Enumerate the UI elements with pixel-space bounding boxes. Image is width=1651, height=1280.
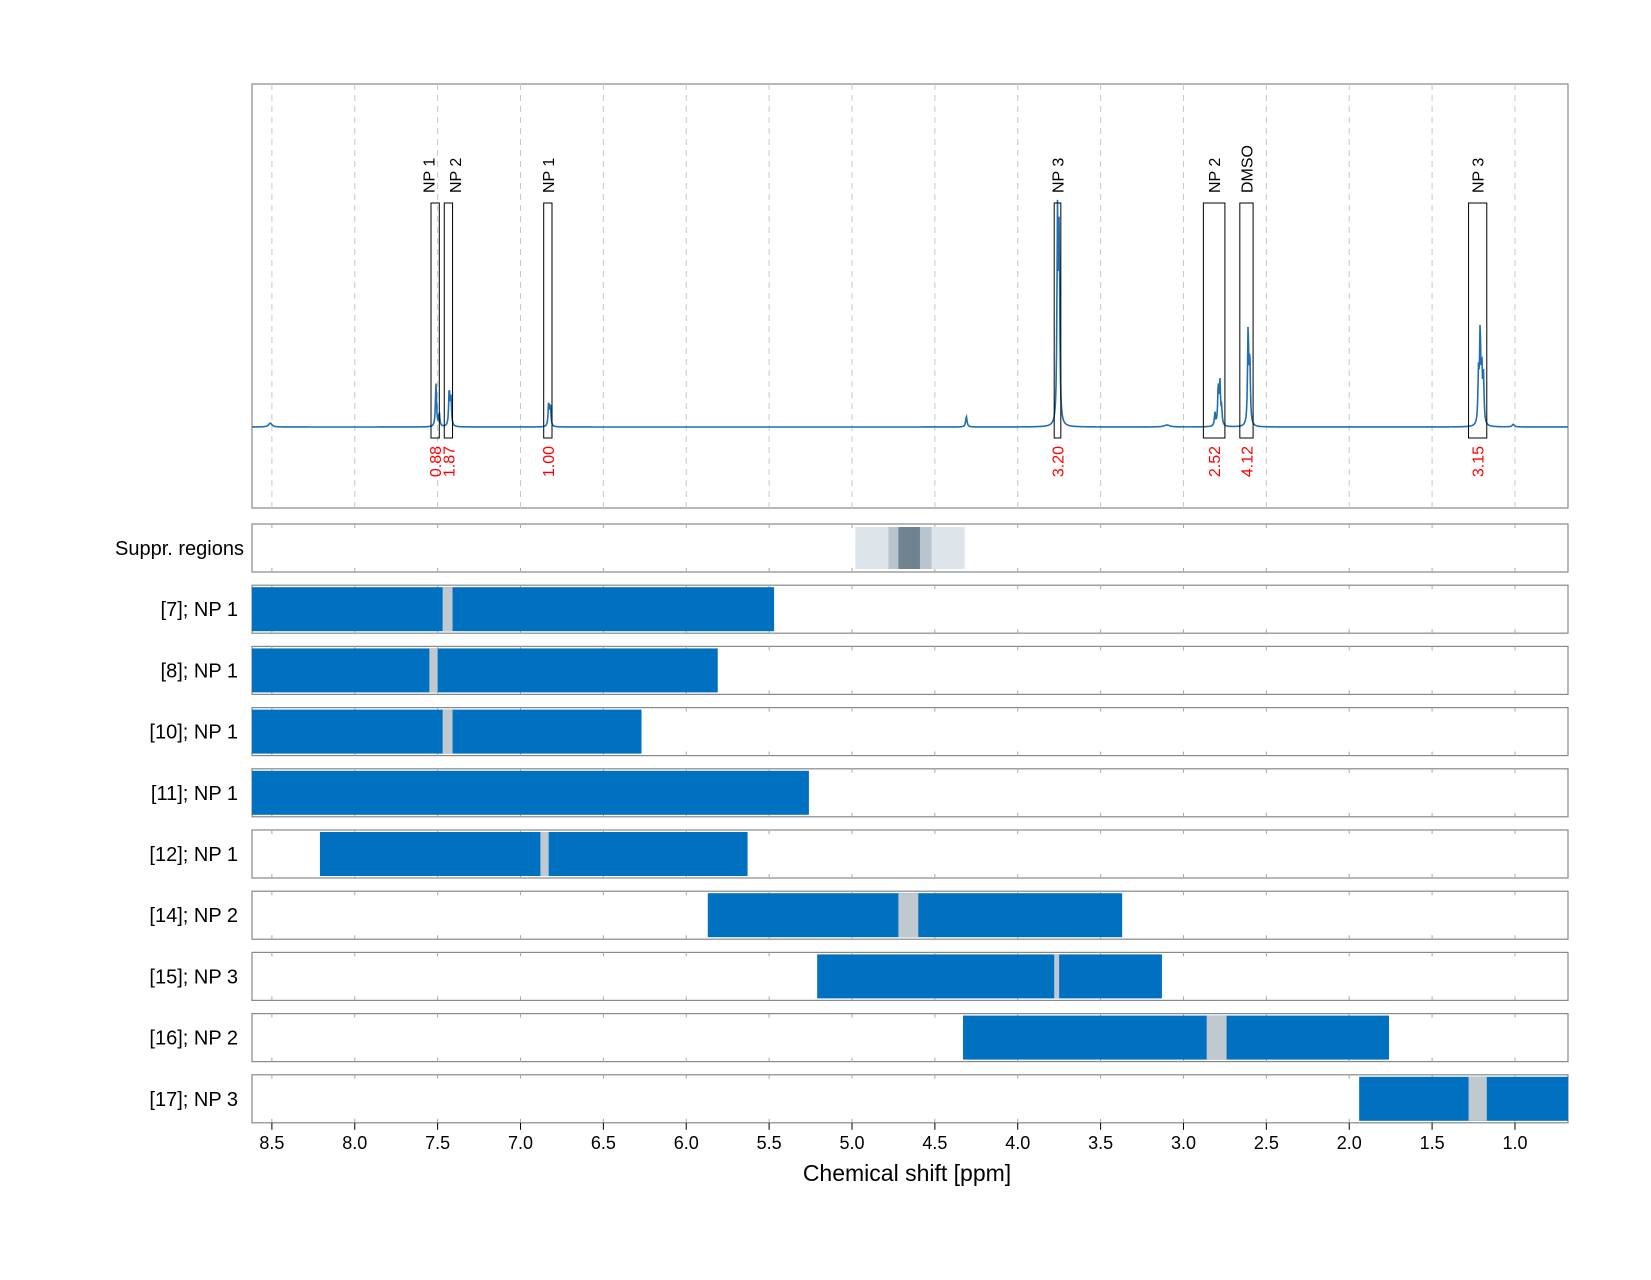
range-bar [252, 770, 809, 815]
peak-label-dmso: DMSO [1240, 145, 1257, 193]
range-gap [1054, 954, 1060, 999]
peak-label-np-3: NP 3 [1471, 158, 1488, 193]
range-row-label: [12]; NP 1 [149, 844, 238, 866]
x-tick-label: 5.0 [839, 1133, 864, 1153]
spectrum-panel: NP 1 0.88 NP 2 1.87 NP 1 1.00 NP 3 3.20 NP 2 2.52… [251, 83, 1569, 509]
x-tick-label: 2.0 [1337, 1133, 1362, 1153]
x-tick-label: 6.0 [674, 1133, 699, 1153]
range-row-label: [15]; NP 3 [149, 966, 238, 988]
range-bar [963, 1015, 1389, 1060]
x-tick-label: 2.5 [1254, 1133, 1279, 1153]
peak-label-np-2: NP 2 [448, 158, 465, 193]
x-tick-label: 5.5 [757, 1133, 782, 1153]
x-tick-label: 3.5 [1088, 1133, 1113, 1153]
peak-label-np-1: NP 1 [541, 158, 558, 193]
peak-integral: 3.20 [1051, 446, 1068, 477]
x-tick-label: 1.0 [1502, 1133, 1527, 1153]
range-panels: Suppr. regions [7]; NP 1 [8]; NP 1 [10]; NP… [115, 523, 1569, 1124]
peak-box-np-3 [1053, 202, 1062, 439]
peak-integral: 1.87 [441, 446, 458, 477]
range-gap [898, 893, 919, 938]
suppression-region [898, 527, 920, 569]
x-tick-label: 8.0 [342, 1133, 367, 1153]
peak-label-np-1: NP 1 [422, 158, 439, 193]
range-gap [1206, 1015, 1227, 1060]
x-tick-label: 1.5 [1420, 1133, 1445, 1153]
peak-box-dmso [1239, 202, 1254, 439]
peak-integral: 3.15 [1471, 446, 1488, 477]
range-bar [252, 648, 718, 693]
peak-box-np-1 [430, 202, 440, 439]
x-tick-label: 6.5 [591, 1133, 616, 1153]
x-tick-label: 4.5 [922, 1133, 947, 1153]
range-bar [1359, 1076, 1568, 1121]
range-row-label: [11]; NP 1 [151, 783, 238, 805]
spectrum-line [252, 199, 1568, 428]
range-gap [540, 832, 549, 876]
range-gap [1468, 1076, 1487, 1121]
peak-label-np-3: NP 3 [1051, 158, 1068, 193]
range-row-label: [8]; NP 1 [161, 660, 238, 682]
peak-box-np-3 [1468, 202, 1488, 439]
range-row-label: [14]; NP 2 [149, 905, 238, 927]
range-row-label: [17]; NP 3 [149, 1089, 238, 1111]
spectrum-frame [251, 83, 1569, 509]
x-tick-label: 7.5 [425, 1133, 450, 1153]
range-gap [442, 587, 453, 632]
suppression-label: Suppr. regions [115, 538, 244, 560]
range-bar [817, 954, 1162, 999]
x-axis-label: Chemical shift [ppm] [803, 1160, 1011, 1186]
range-bar [252, 587, 775, 632]
peak-integral: 4.12 [1240, 446, 1257, 477]
range-bar [319, 832, 748, 876]
range-row-label: [7]; NP 1 [161, 599, 238, 621]
peak-integral: 2.52 [1207, 446, 1224, 477]
range-gap [429, 648, 438, 693]
range-gap [442, 709, 453, 754]
range-row-label: [16]; NP 2 [149, 1028, 238, 1050]
x-tick-label: 8.5 [259, 1133, 284, 1153]
peak-box-np-1 [543, 202, 553, 439]
peak-box-np-2 [443, 202, 454, 439]
peak-integral: 1.00 [541, 446, 558, 477]
peak-integral: 0.88 [428, 446, 445, 477]
x-tick-label: 7.0 [508, 1133, 533, 1153]
x-tick-label: 3.0 [1171, 1133, 1196, 1153]
range-row-panel [251, 1074, 1569, 1124]
range-row-label: [10]; NP 1 [149, 722, 238, 744]
x-tick-label: 4.0 [1005, 1133, 1030, 1153]
peak-box-np-2 [1202, 202, 1226, 439]
x-axis: 8.5 8.0 7.5 7.0 6.5 6.0 5.5 5.0 4.5 4.0 3.5 3.0 2.5 2… [259, 1122, 1527, 1153]
peak-label-np-2: NP 2 [1207, 158, 1224, 193]
